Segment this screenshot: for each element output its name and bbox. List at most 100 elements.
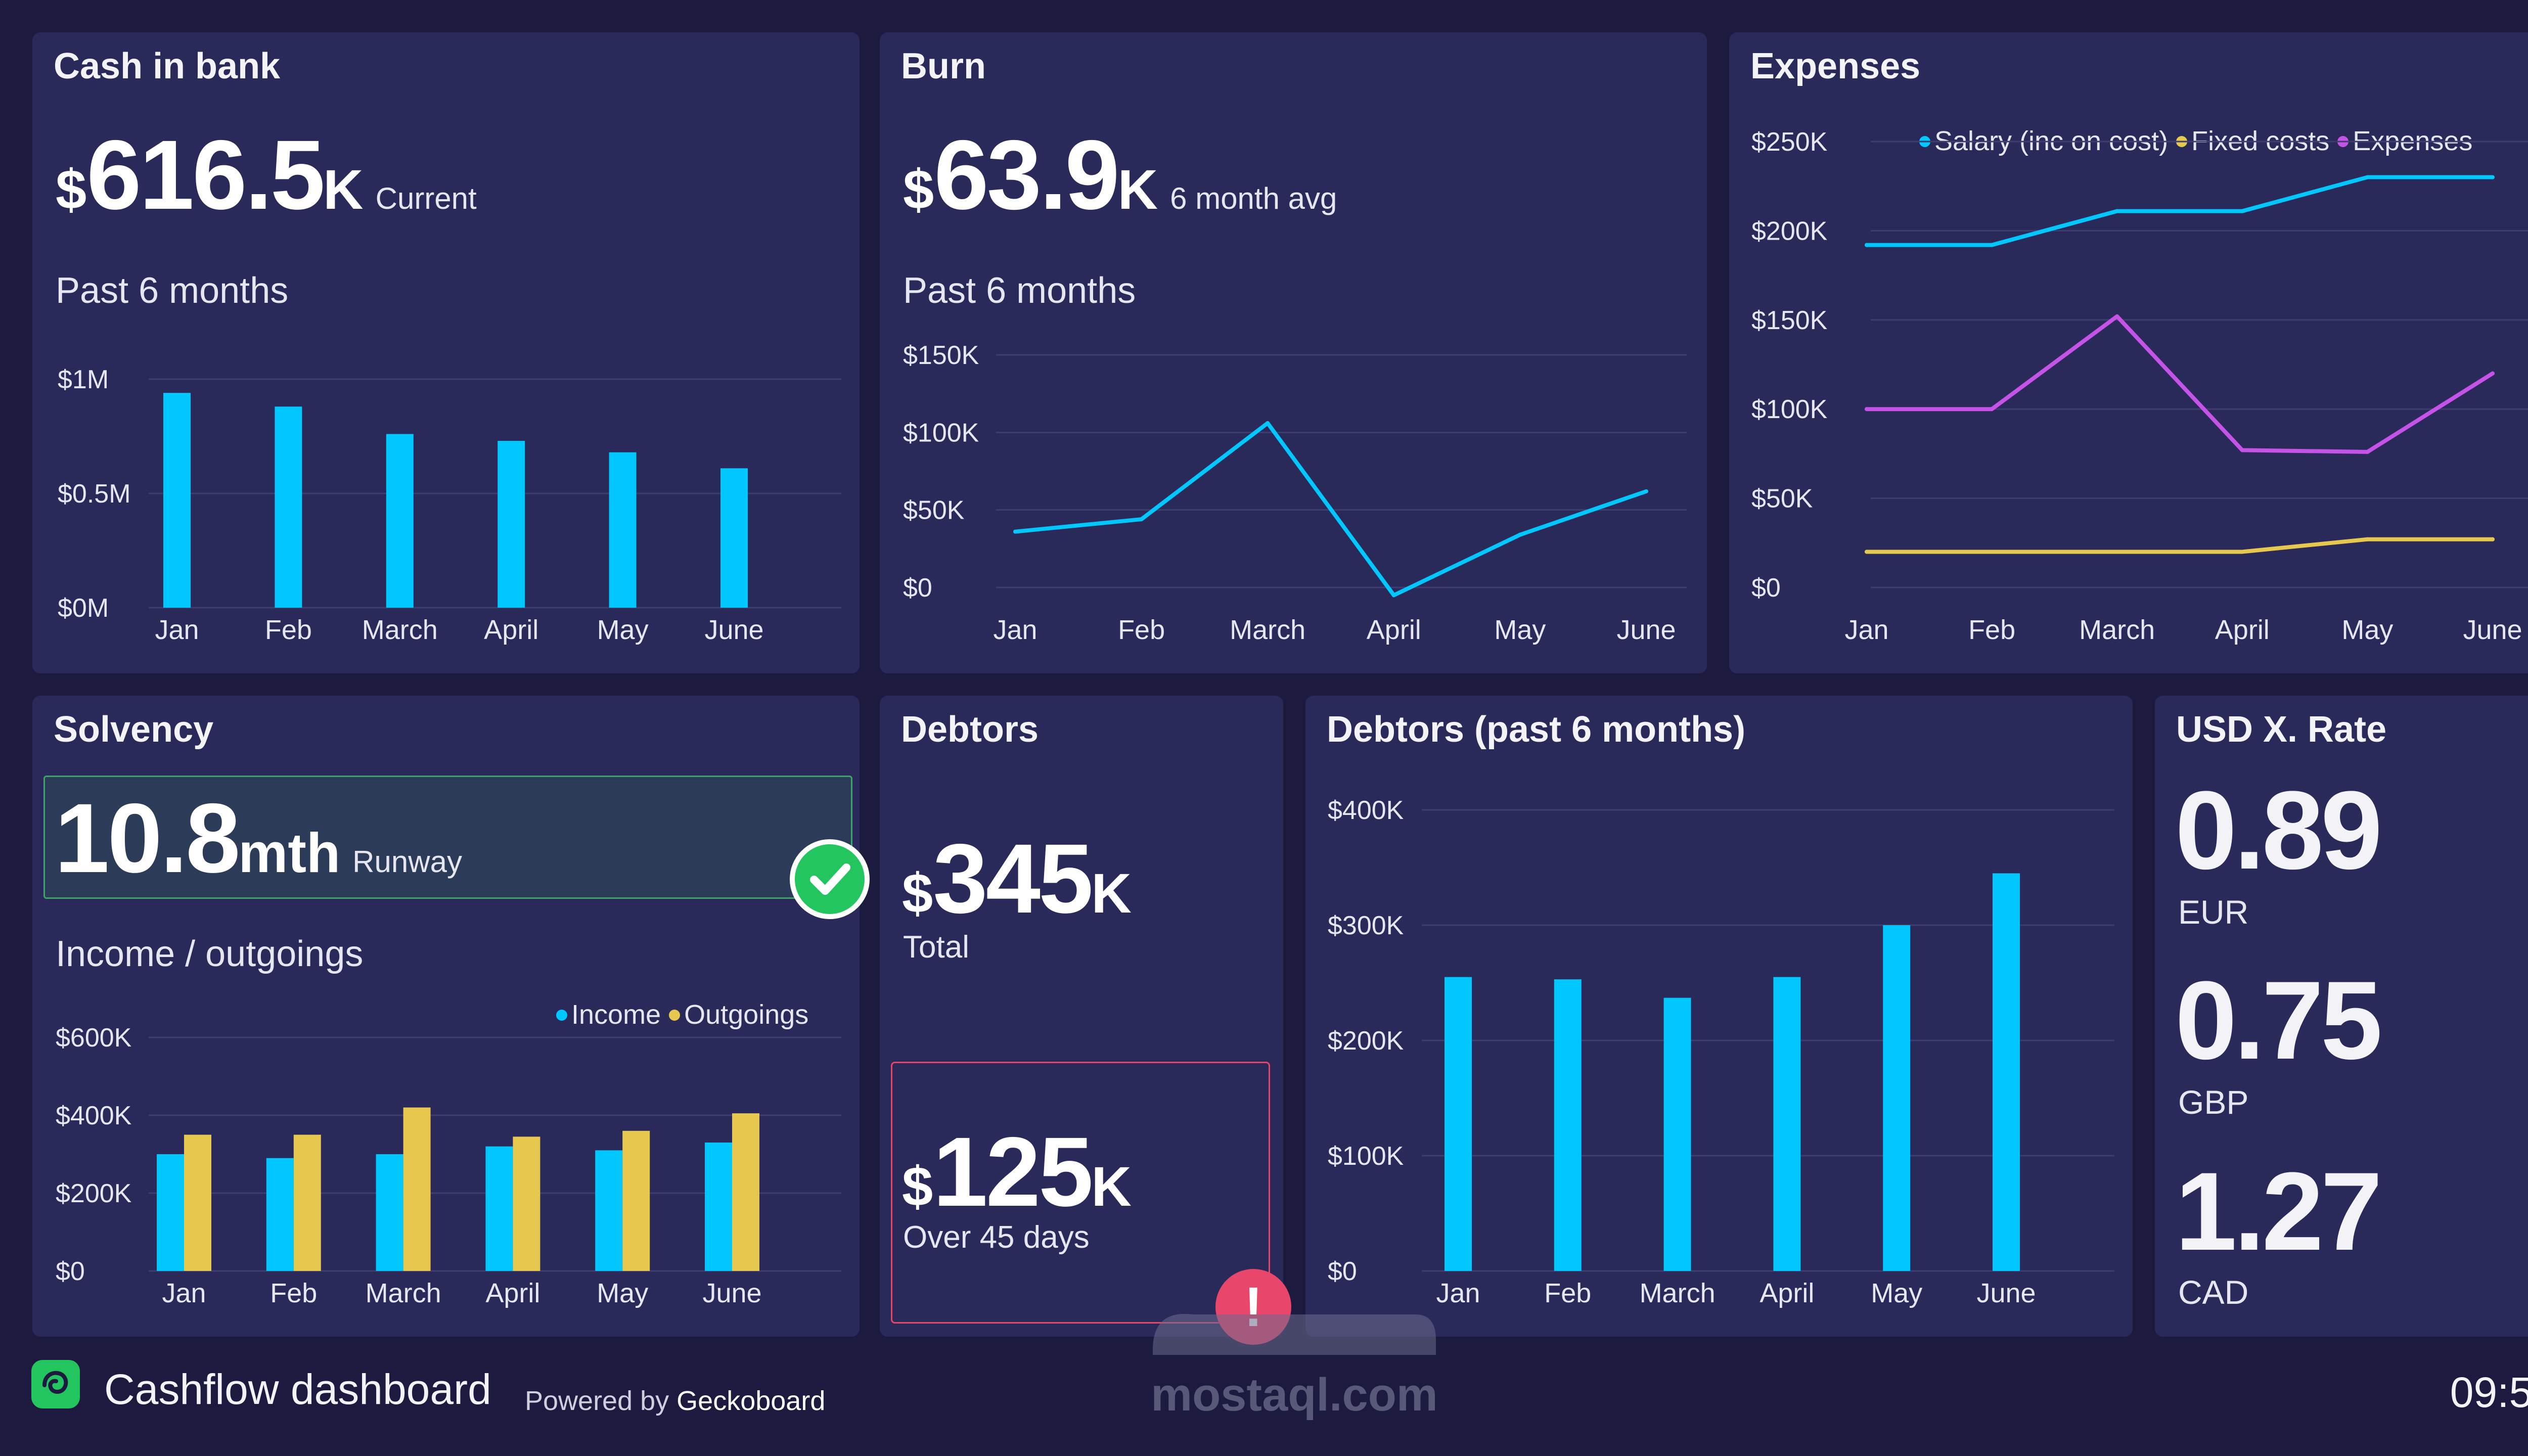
rate-value-eur: 0.89 [2175, 768, 2382, 892]
bar [403, 1107, 431, 1271]
geckoboard-logo-icon [31, 1360, 80, 1408]
fx-rate-widget: USD X. Rate 0.89 EUR 0.75 GBP 1.27 CAD [2155, 696, 2528, 1337]
legend-swatch-outgoings [669, 1009, 681, 1021]
currency-symbol: $ [902, 1156, 933, 1218]
bar [1444, 977, 1472, 1271]
currency-symbol: $ [903, 159, 934, 221]
burn-line-chart: $0 $50K $100K $150K Jan Feb March April May June [903, 341, 1687, 645]
data-point [2115, 550, 2119, 554]
kpi-value: 616.5 [86, 120, 325, 230]
solvency-widget: Solvency 10.8mth Runway Income / outgoing… [32, 696, 860, 1337]
bar [485, 1146, 513, 1271]
data-point [2115, 314, 2119, 318]
y-tick-label: $200K [56, 1179, 132, 1208]
kpi-unit: K [1091, 1156, 1132, 1218]
cash-kpi: $616.5K Current [56, 118, 477, 232]
kpi-value: 10.8 [55, 783, 241, 893]
chart-subtitle: Past 6 months [903, 270, 1136, 311]
chart-legend: Income Outgoings [548, 999, 808, 1030]
runway-highlight [43, 776, 852, 899]
y-tick-label: $400K [1328, 796, 1404, 825]
data-point [2491, 175, 2495, 179]
data-point [1013, 529, 1017, 534]
y-tick-label: $600K [56, 1023, 132, 1053]
y-tick-label: $150K [1751, 306, 1828, 335]
series-line [1865, 314, 2495, 454]
y-tick-label: $0.5M [58, 479, 131, 509]
debtors-total-kpi: $345K [902, 822, 1132, 935]
bar [386, 434, 414, 608]
y-tick-label: $1M [58, 365, 109, 394]
data-point [1865, 550, 1869, 554]
data-point [1518, 532, 1522, 537]
expenses-widget: Expenses Salary (inc on cost) Fixed costs… [1729, 32, 2528, 673]
debtors-bar-chart: $0 $100K $200K $300K $400K Jan Feb March April Ma… [1328, 796, 2114, 1308]
x-tick-label: June [702, 1278, 761, 1308]
widget-title: Solvency [54, 709, 214, 750]
x-tick-label: May [597, 615, 649, 645]
bar [1883, 925, 1911, 1271]
bar [609, 452, 637, 608]
x-tick-label: June [2463, 615, 2522, 645]
y-tick-label: $250K [1751, 127, 1828, 157]
y-tick-label: $0 [56, 1257, 85, 1286]
overdue-alert-box [891, 1062, 1270, 1324]
data-point [2365, 537, 2370, 541]
rate-currency-gbp: GBP [2178, 1083, 2249, 1121]
bar [513, 1136, 540, 1271]
bar [622, 1130, 650, 1271]
y-tick-label: $400K [56, 1101, 132, 1130]
powered-prefix: Powered by [525, 1386, 677, 1416]
kpi-unit: K [323, 159, 364, 221]
bar [157, 1154, 184, 1271]
kpi-value: 345 [933, 824, 1093, 934]
currency-symbol: $ [56, 159, 87, 221]
y-tick-label: $0 [1328, 1257, 1357, 1286]
bar [184, 1134, 211, 1271]
x-tick-label: March [1640, 1278, 1716, 1308]
watermark-logo-icon [1153, 1313, 1436, 1355]
widget-title: Burn [901, 46, 986, 86]
y-tick-label: $50K [1751, 484, 1813, 514]
widget-title: Cash in bank [54, 46, 281, 86]
series-line [1013, 421, 1648, 598]
x-tick-label: March [2079, 615, 2155, 645]
x-tick-label: Feb [1968, 615, 2015, 645]
data-point [2115, 209, 2119, 213]
y-tick-label: $200K [1751, 216, 1828, 246]
powered-brand: Geckoboard [676, 1386, 826, 1416]
bar [705, 1142, 732, 1271]
x-tick-label: May [1871, 1278, 1922, 1308]
kpi-unit: mth [238, 822, 341, 884]
currency-symbol: $ [902, 862, 933, 925]
debtors-widget: Debtors $345K Total $125K Over 45 days [880, 696, 1283, 1337]
rate-currency-eur: EUR [2178, 893, 2249, 931]
bar [376, 1154, 403, 1271]
y-tick-label: $200K [1328, 1026, 1404, 1056]
x-tick-label: May [597, 1278, 648, 1308]
y-tick-label: $150K [903, 341, 979, 370]
data-point [2491, 371, 2495, 376]
income-outgoings-bar-chart: $0 $200K $400K $600K Jan Feb March April May June [56, 1023, 841, 1308]
clock: 09:52 [2450, 1369, 2528, 1416]
bar [720, 468, 748, 608]
series-line [1865, 537, 2495, 554]
data-point [2240, 550, 2244, 554]
x-tick-label: April [485, 1278, 540, 1308]
y-tick-label: $300K [1328, 911, 1404, 940]
data-point [1266, 421, 1270, 425]
debtors-chart-widget: Debtors (past 6 months) $0 $100K $200K $300… [1305, 696, 2133, 1337]
checkmark-icon [790, 839, 870, 919]
rate-value-gbp: 0.75 [2175, 958, 2382, 1082]
bar [1663, 997, 1691, 1271]
data-point [1391, 593, 1396, 598]
bar [163, 393, 191, 608]
legend-label: Income [571, 999, 661, 1030]
debtors-overdue-kpi: $125K [902, 1115, 1132, 1228]
burn-kpi: $63.9K 6 month avg [903, 118, 1337, 232]
y-tick-label: $0 [903, 573, 932, 603]
x-tick-label: Feb [1544, 1278, 1591, 1308]
x-tick-label: March [362, 615, 438, 645]
widget-title: Expenses [1750, 46, 1921, 86]
bar [595, 1150, 623, 1271]
